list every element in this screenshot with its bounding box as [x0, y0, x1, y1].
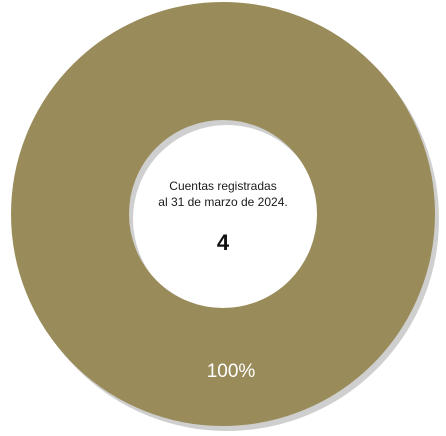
center-value: 4 — [216, 230, 230, 255]
center-caption-line-1: Cuentas registradas — [169, 179, 277, 193]
center-caption-line-2: al 31 de marzo de 2024. — [158, 195, 288, 209]
slice-labels: 100% — [207, 361, 256, 382]
donut-slice-0 — [11, 2, 435, 426]
donut-slices — [11, 2, 435, 426]
slice-label-0: 100% — [207, 361, 256, 382]
center-caption: Cuentas registradas al 31 de marzo de 20… — [138, 178, 308, 210]
